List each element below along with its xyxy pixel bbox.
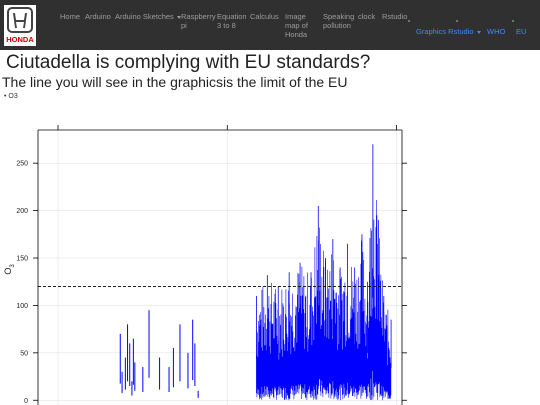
logo-text: HONDA <box>6 35 34 44</box>
separator-dot <box>408 20 410 22</box>
top-navbar: HONDA Home Arduino Arduino Sketches Rasp… <box>0 0 540 50</box>
nav-who[interactable]: WHO <box>487 27 506 36</box>
nav-graphics-rstudio-label: Graphics Rstudio <box>416 27 474 36</box>
honda-logo[interactable]: HONDA <box>4 5 36 46</box>
nav-eu[interactable]: EU <box>516 27 527 36</box>
page-subtitle: The line you will see in the graphicsis … <box>2 74 348 90</box>
nav-home[interactable]: Home <box>60 12 81 21</box>
nav-calculus[interactable]: Calculus <box>250 12 279 21</box>
dense-data-series <box>256 200 392 401</box>
nav-raspberry-pi[interactable]: Raspberry pi <box>181 12 216 30</box>
list-item: O3 <box>4 93 17 100</box>
nav-equation[interactable]: Equation 3 to 8 <box>217 12 247 30</box>
chart-axes: 0 50 100 150 200 250 O3 <box>3 125 407 405</box>
nav-graphics-rstudio[interactable]: Graphics Rstudio <box>416 27 481 36</box>
chevron-down-icon <box>176 15 181 19</box>
separator-dot <box>512 20 514 22</box>
nav-rstudio[interactable]: Rstudio <box>382 12 408 21</box>
nav-image-map[interactable]: Image map of Honda <box>285 12 308 39</box>
separator-dot <box>456 20 458 22</box>
y-tick-label: 50 <box>20 350 28 357</box>
chart-grid <box>38 130 402 405</box>
page-title: Ciutadella is complying with EU standard… <box>6 52 371 73</box>
y-tick-label: 200 <box>16 208 28 215</box>
nav-speaking-pollution[interactable]: Speaking pollution <box>323 12 355 30</box>
chevron-down-icon <box>476 30 481 34</box>
nav-arduino-sketches[interactable]: Arduino Sketches <box>115 12 181 21</box>
o3-series <box>119 144 392 401</box>
y-tick-label: 250 <box>16 161 28 168</box>
y-tick-label: 100 <box>16 303 28 310</box>
y-tick-label: 0 <box>24 398 28 405</box>
y-axis-title: O3 <box>3 264 16 275</box>
nav-clock[interactable]: clock <box>358 12 376 21</box>
nav-arduino[interactable]: Arduino <box>85 12 111 21</box>
y-tick-label: 150 <box>16 256 28 263</box>
nav-arduino-sketches-label: Arduino Sketches <box>115 12 174 21</box>
pollutant-list: O3 <box>4 93 17 100</box>
